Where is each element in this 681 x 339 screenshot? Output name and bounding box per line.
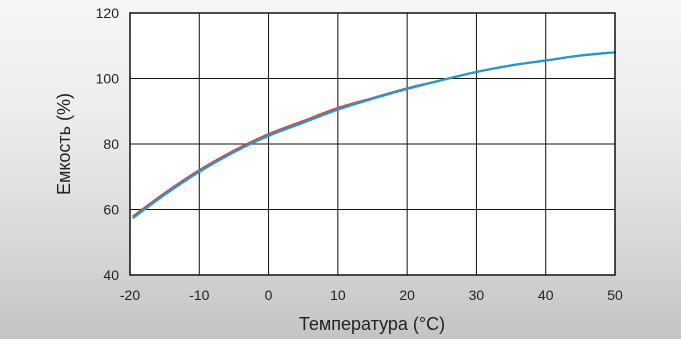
y-tick-label: 80 <box>103 136 119 152</box>
x-axis-title: Температура (°C) <box>299 314 445 334</box>
x-tick-label: 50 <box>607 287 623 303</box>
y-tick-label: 100 <box>96 71 120 87</box>
y-axis-title: Емкость (%) <box>54 93 74 195</box>
x-tick-label: 40 <box>538 287 554 303</box>
x-tick-label: -20 <box>120 287 140 303</box>
tick-labels: -20 -10 0 10 20 30 40 50 40 60 80 100 120 <box>96 5 623 303</box>
x-tick-label: 0 <box>265 287 273 303</box>
x-tick-label: 10 <box>330 287 346 303</box>
y-tick-label: 60 <box>103 202 119 218</box>
y-tick-label: 40 <box>103 267 119 283</box>
plot-border <box>129 12 616 276</box>
series-line-2 <box>132 51 617 219</box>
x-tick-label: -10 <box>189 287 209 303</box>
x-tick-label: 30 <box>469 287 485 303</box>
series-lines <box>132 51 617 219</box>
x-tick-label: 20 <box>399 287 415 303</box>
y-tick-label: 120 <box>96 5 120 21</box>
